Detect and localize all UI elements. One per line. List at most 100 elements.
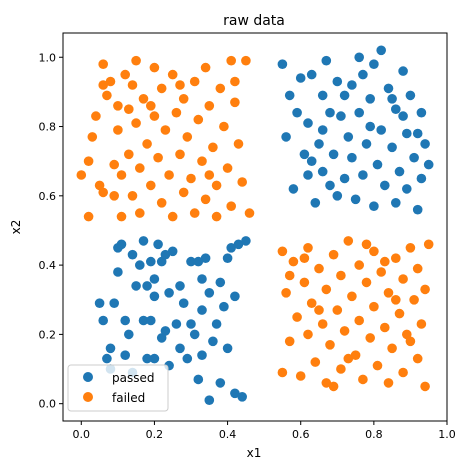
data-point-passed: [131, 281, 141, 291]
data-point-passed: [398, 66, 408, 76]
data-point-passed: [321, 55, 332, 66]
y-tick-label: 0.2: [39, 328, 57, 341]
legend-marker-passed: [83, 372, 93, 382]
data-point-failed: [277, 246, 288, 257]
data-point-failed: [383, 288, 394, 298]
data-point-passed: [281, 132, 291, 142]
data-point-failed: [186, 173, 196, 184]
data-point-failed: [343, 236, 354, 246]
data-point-failed: [113, 125, 123, 135]
data-point-passed: [394, 166, 405, 177]
data-point-failed: [394, 308, 405, 319]
data-point-failed: [204, 101, 215, 111]
data-point-passed: [339, 90, 350, 101]
data-point-passed: [109, 298, 119, 309]
data-point-failed: [343, 353, 354, 364]
data-point-passed: [233, 239, 244, 250]
data-point-failed: [215, 83, 226, 94]
data-point-passed: [222, 343, 233, 354]
data-point-passed: [306, 156, 317, 166]
data-point-failed: [358, 374, 368, 385]
data-point-failed: [142, 139, 152, 149]
data-point-failed: [391, 253, 401, 263]
data-point-failed: [372, 360, 383, 371]
data-point-failed: [306, 298, 317, 309]
data-point-passed: [226, 243, 236, 253]
data-point-failed: [226, 55, 236, 66]
x-tick-label: 0.6: [292, 428, 310, 441]
data-point-passed: [391, 104, 401, 114]
data-point-passed: [423, 159, 434, 170]
data-point-failed: [412, 353, 423, 364]
data-point-failed: [405, 336, 416, 347]
data-point-passed: [171, 319, 182, 329]
data-point-passed: [303, 118, 313, 128]
data-point-passed: [354, 107, 365, 118]
data-point-passed: [153, 239, 163, 250]
data-point-failed: [347, 291, 357, 302]
data-point-failed: [230, 97, 240, 108]
data-point-failed: [200, 62, 211, 73]
data-point-passed: [295, 73, 306, 83]
data-point-failed: [182, 132, 193, 142]
y-tick-label: 0.6: [39, 190, 57, 203]
data-point-failed: [328, 381, 339, 392]
data-point-failed: [146, 180, 156, 191]
data-point-failed: [412, 263, 423, 274]
data-point-failed: [336, 270, 346, 281]
data-point-failed: [299, 277, 310, 288]
data-point-failed: [405, 243, 416, 253]
data-point-failed: [369, 301, 379, 312]
data-point-failed: [189, 76, 200, 87]
data-point-failed: [116, 170, 127, 180]
data-point-failed: [91, 111, 101, 121]
data-point-failed: [175, 80, 185, 90]
data-point-failed: [204, 170, 215, 180]
data-point-failed: [420, 381, 430, 392]
data-point-passed: [376, 45, 387, 56]
data-point-failed: [131, 118, 141, 128]
data-point-failed: [109, 159, 119, 170]
data-point-failed: [230, 76, 240, 87]
data-point-failed: [98, 80, 108, 90]
data-point-passed: [332, 76, 343, 87]
data-point-passed: [416, 107, 427, 118]
data-point-passed: [219, 301, 229, 312]
data-point-passed: [412, 204, 423, 215]
data-point-failed: [116, 211, 127, 222]
y-tick-label: 1.0: [39, 51, 57, 64]
data-point-passed: [116, 239, 127, 250]
data-point-passed: [197, 305, 207, 315]
data-point-passed: [105, 343, 116, 354]
data-point-failed: [211, 180, 222, 191]
data-point-failed: [219, 121, 229, 132]
data-point-passed: [175, 343, 185, 354]
data-point-passed: [391, 198, 401, 208]
x-tick-label: 1.0: [438, 428, 456, 441]
data-point-passed: [412, 128, 423, 139]
data-point-passed: [350, 194, 361, 205]
data-point-failed: [354, 260, 365, 270]
data-point-failed: [350, 350, 361, 361]
data-point-passed: [376, 125, 387, 135]
y-tick-label: 0.8: [39, 121, 57, 134]
data-point-passed: [222, 253, 233, 263]
data-point-passed: [193, 374, 204, 385]
data-point-passed: [354, 52, 365, 63]
data-point-failed: [361, 239, 372, 250]
data-point-passed: [138, 236, 149, 246]
data-point-passed: [303, 170, 313, 180]
data-point-passed: [292, 107, 302, 118]
chart-title: raw data: [223, 13, 285, 29]
data-point-failed: [332, 305, 343, 315]
data-point-passed: [135, 260, 145, 270]
data-point-failed: [288, 256, 299, 267]
data-point-passed: [317, 90, 328, 101]
data-point-failed: [284, 270, 295, 281]
data-point-passed: [197, 350, 207, 361]
data-point-passed: [149, 291, 160, 302]
data-point-failed: [135, 208, 145, 218]
data-point-passed: [383, 83, 394, 94]
data-point-passed: [182, 353, 193, 364]
